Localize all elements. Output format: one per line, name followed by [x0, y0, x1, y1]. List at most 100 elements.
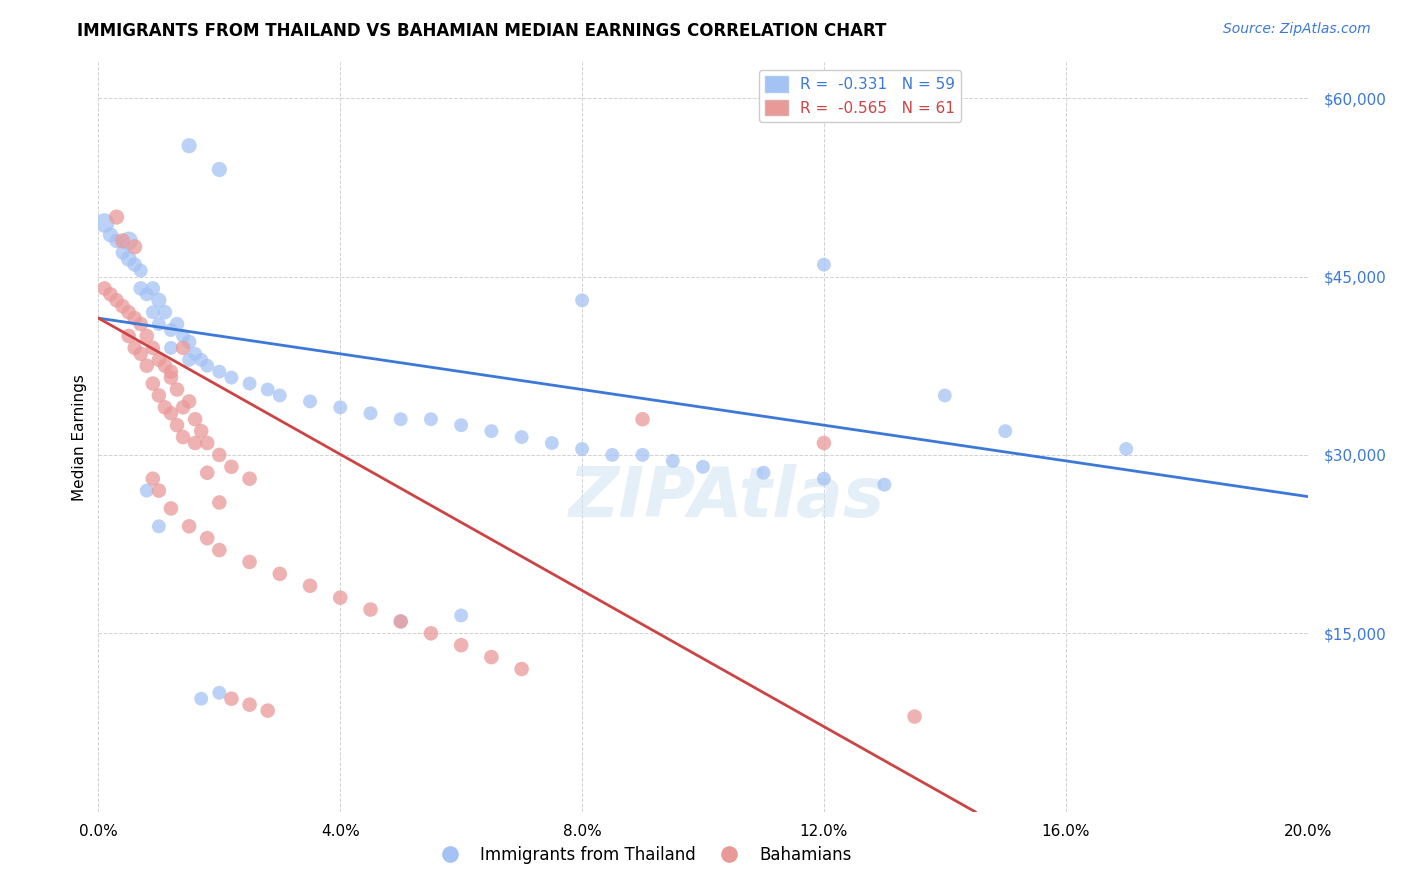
Point	[111, 299, 134, 313]
Point	[172, 341, 194, 355]
Point	[100, 227, 122, 242]
Point	[208, 495, 231, 509]
Point	[184, 412, 207, 426]
Point	[631, 412, 654, 426]
Point	[190, 424, 212, 438]
Point	[93, 281, 115, 295]
Point	[450, 638, 472, 652]
Point	[510, 430, 533, 444]
Point	[571, 442, 593, 456]
Point	[118, 252, 141, 266]
Point	[299, 394, 322, 409]
Point	[105, 234, 128, 248]
Point	[450, 418, 472, 433]
Point	[166, 383, 188, 397]
Point	[420, 412, 443, 426]
Point	[195, 531, 218, 545]
Point	[148, 317, 170, 331]
Point	[148, 483, 170, 498]
Point	[389, 412, 412, 426]
Point	[269, 566, 291, 581]
Point	[148, 293, 170, 308]
Point	[172, 430, 194, 444]
Point	[873, 477, 896, 491]
Point	[510, 662, 533, 676]
Point	[813, 472, 835, 486]
Point	[190, 352, 212, 367]
Point	[105, 210, 128, 224]
Point	[142, 341, 165, 355]
Point	[299, 579, 322, 593]
Point	[148, 352, 170, 367]
Point	[256, 383, 278, 397]
Point	[135, 483, 157, 498]
Point	[481, 650, 503, 665]
Point	[179, 138, 201, 153]
Point	[129, 317, 152, 331]
Point	[661, 454, 683, 468]
Point	[124, 258, 146, 272]
Point	[129, 263, 152, 277]
Point	[195, 359, 218, 373]
Point	[994, 424, 1017, 438]
Point	[208, 162, 231, 177]
Point	[135, 359, 157, 373]
Point	[540, 436, 562, 450]
Text: IMMIGRANTS FROM THAILAND VS BAHAMIAN MEDIAN EARNINGS CORRELATION CHART: IMMIGRANTS FROM THAILAND VS BAHAMIAN MED…	[77, 22, 887, 40]
Text: ZIPAtlas: ZIPAtlas	[569, 464, 886, 531]
Point	[239, 472, 262, 486]
Point	[124, 240, 146, 254]
Point	[239, 555, 262, 569]
Point	[752, 466, 775, 480]
Point	[208, 686, 231, 700]
Point	[124, 341, 146, 355]
Point	[360, 406, 382, 420]
Point	[329, 401, 352, 415]
Point	[142, 281, 165, 295]
Point	[481, 424, 503, 438]
Point	[179, 394, 201, 409]
Y-axis label: Median Earnings: Median Earnings	[72, 374, 87, 500]
Point	[153, 401, 176, 415]
Point	[111, 234, 134, 248]
Legend: Immigrants from Thailand, Bahamians: Immigrants from Thailand, Bahamians	[427, 839, 858, 871]
Point	[160, 323, 183, 337]
Point	[904, 709, 927, 723]
Point	[142, 472, 165, 486]
Point	[100, 287, 122, 301]
Point	[450, 608, 472, 623]
Point	[221, 370, 243, 384]
Point	[153, 305, 176, 319]
Text: Source: ZipAtlas.com: Source: ZipAtlas.com	[1223, 22, 1371, 37]
Point	[118, 234, 141, 248]
Point	[166, 317, 188, 331]
Point	[221, 459, 243, 474]
Point	[153, 359, 176, 373]
Point	[142, 376, 165, 391]
Point	[239, 698, 262, 712]
Point	[389, 615, 412, 629]
Point	[269, 388, 291, 402]
Point	[184, 436, 207, 450]
Point	[179, 519, 201, 533]
Point	[329, 591, 352, 605]
Point	[160, 365, 183, 379]
Point	[602, 448, 624, 462]
Point	[172, 401, 194, 415]
Point	[813, 258, 835, 272]
Point	[184, 347, 207, 361]
Point	[172, 329, 194, 343]
Point	[148, 519, 170, 533]
Point	[160, 501, 183, 516]
Point	[571, 293, 593, 308]
Point	[221, 691, 243, 706]
Point	[166, 418, 188, 433]
Point	[118, 305, 141, 319]
Point	[420, 626, 443, 640]
Point	[208, 543, 231, 558]
Point	[208, 448, 231, 462]
Point	[195, 466, 218, 480]
Point	[813, 436, 835, 450]
Point	[360, 602, 382, 616]
Point	[129, 347, 152, 361]
